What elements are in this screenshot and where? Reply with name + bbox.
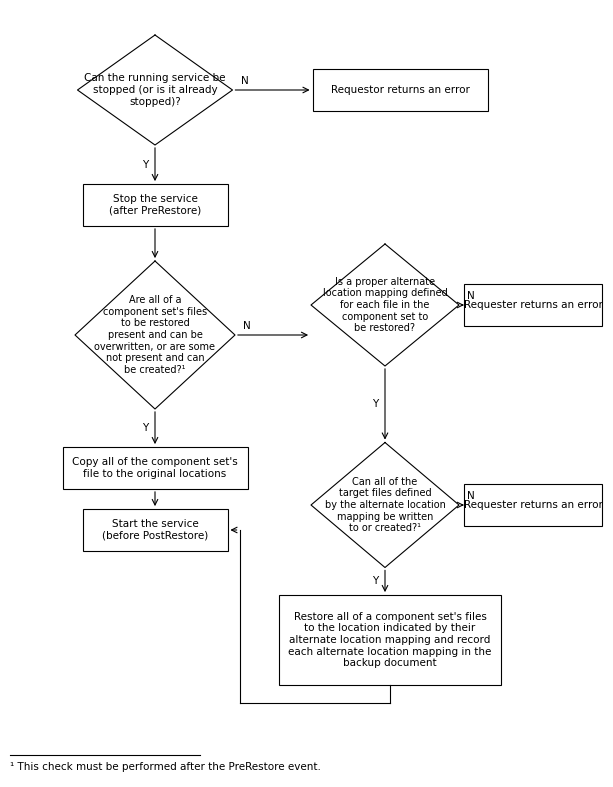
Text: N: N <box>467 491 474 501</box>
Text: Is a proper alternate
location mapping defined
for each file in the
component se: Is a proper alternate location mapping d… <box>322 277 447 333</box>
Bar <box>83 509 227 551</box>
Text: Requester returns an error: Requester returns an error <box>463 500 603 510</box>
Text: Requester returns an error: Requester returns an error <box>463 300 603 310</box>
Text: Y: Y <box>371 576 378 586</box>
Text: Y: Y <box>142 423 148 433</box>
Bar <box>464 284 602 326</box>
Bar <box>279 595 501 685</box>
Text: Copy all of the component set's
file to the original locations: Copy all of the component set's file to … <box>72 457 238 478</box>
Text: Y: Y <box>142 160 148 169</box>
Text: Can the running service be
stopped (or is it already
stopped)?: Can the running service be stopped (or i… <box>84 73 226 106</box>
Text: Are all of a
component set's files
to be restored
present and can be
overwritten: Are all of a component set's files to be… <box>94 295 216 375</box>
Text: Requestor returns an error: Requestor returns an error <box>330 85 470 95</box>
Bar <box>83 184 227 226</box>
Text: N: N <box>243 321 251 331</box>
Text: N: N <box>240 76 248 86</box>
Text: Restore all of a component set's files
to the location indicated by their
altern: Restore all of a component set's files t… <box>288 611 492 668</box>
Text: Start the service
(before PostRestore): Start the service (before PostRestore) <box>102 519 208 541</box>
Text: N: N <box>467 291 474 301</box>
Text: Can all of the
target files defined
by the alternate location
mapping be written: Can all of the target files defined by t… <box>324 477 446 534</box>
Text: ¹ This check must be performed after the PreRestore event.: ¹ This check must be performed after the… <box>10 762 321 772</box>
Bar <box>63 447 248 489</box>
Text: Y: Y <box>371 399 378 409</box>
Bar <box>464 484 602 526</box>
Bar <box>313 69 487 111</box>
Text: Stop the service
(after PreRestore): Stop the service (after PreRestore) <box>109 194 201 216</box>
